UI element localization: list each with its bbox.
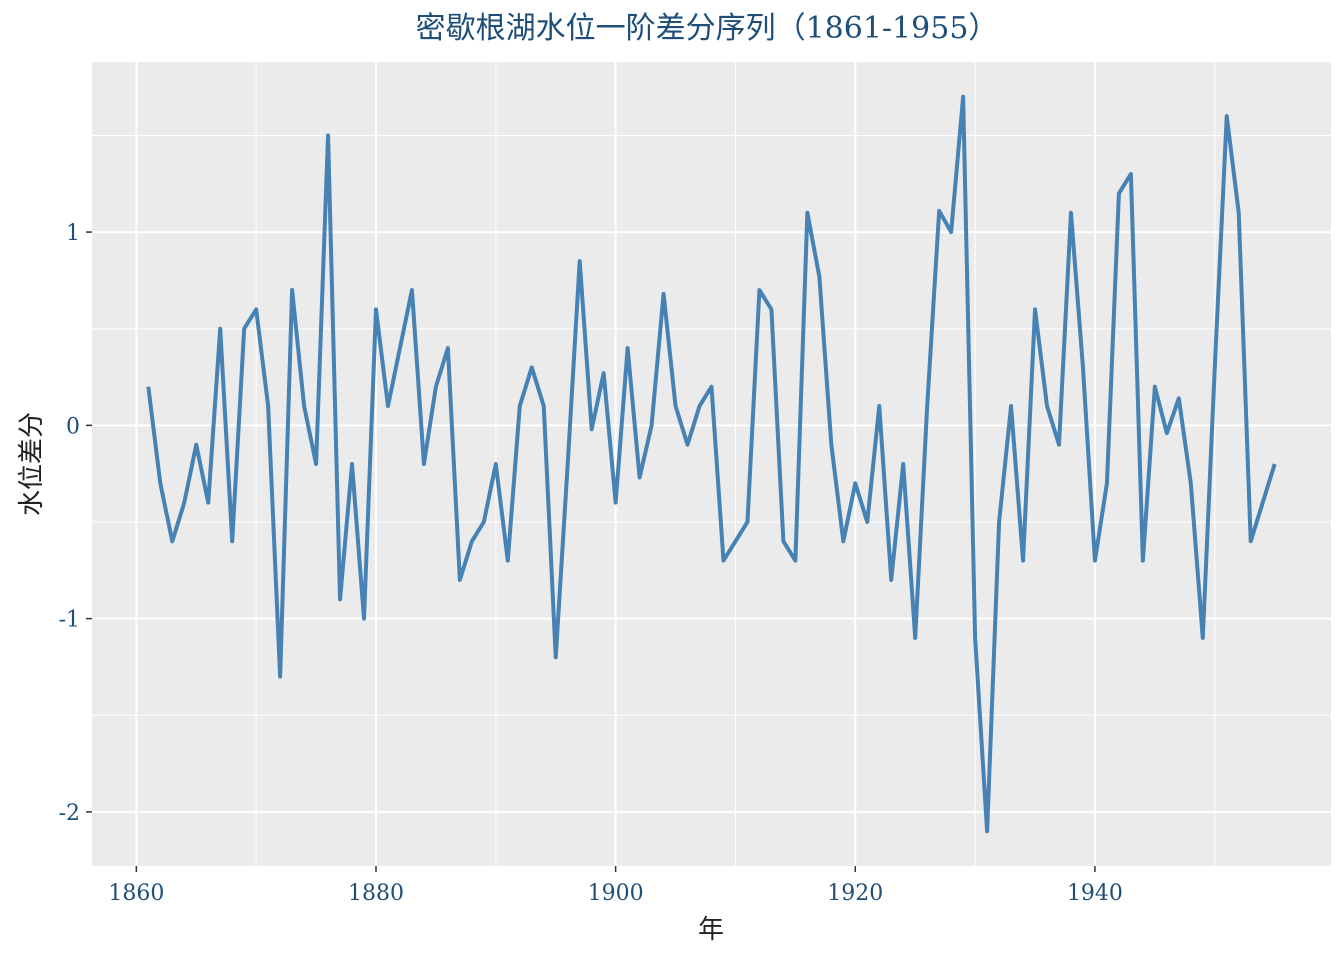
series-line — [146, 94, 1277, 834]
y-tick-label: 1 — [66, 221, 80, 246]
major-gridlines — [92, 62, 1331, 866]
x-axis-title: 年 — [698, 915, 724, 945]
y-tick-label: 0 — [66, 414, 80, 439]
x-tick-label: 1920 — [827, 881, 883, 906]
y-tick-label: -1 — [59, 608, 80, 633]
x-axis: 1860 1880 1900 1920 1940 — [108, 866, 1123, 906]
x-tick-label: 1900 — [588, 881, 644, 906]
series-layer — [146, 94, 1277, 834]
plot-panel — [92, 62, 1331, 866]
minor-gridlines — [92, 62, 1331, 866]
x-tick-label: 1880 — [348, 881, 404, 906]
x-tick-label: 1940 — [1067, 881, 1123, 906]
y-tick-label: -2 — [59, 801, 80, 826]
chart-title: 密歇根湖水位一阶差分序列（1861-1955） — [416, 11, 999, 46]
y-axis-title: 水位差分 — [17, 412, 47, 516]
x-tick-label: 1860 — [108, 881, 164, 906]
y-axis: -2 -1 0 1 — [59, 221, 92, 826]
